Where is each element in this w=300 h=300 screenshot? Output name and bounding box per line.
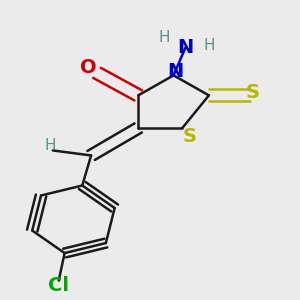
Text: S: S [183,127,197,146]
Text: H: H [44,138,56,153]
Text: H: H [203,38,214,53]
Text: N: N [167,62,183,81]
Text: Cl: Cl [48,276,69,295]
Text: N: N [177,38,194,57]
Text: S: S [246,83,260,102]
Text: H: H [159,30,170,45]
Text: O: O [80,58,97,77]
